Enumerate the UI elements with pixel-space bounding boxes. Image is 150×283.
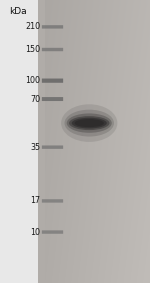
FancyBboxPatch shape bbox=[42, 97, 63, 101]
Ellipse shape bbox=[64, 110, 114, 137]
Text: 100: 100 bbox=[26, 76, 40, 85]
Ellipse shape bbox=[72, 118, 107, 128]
Text: 35: 35 bbox=[30, 143, 40, 152]
Ellipse shape bbox=[75, 119, 104, 127]
FancyBboxPatch shape bbox=[42, 230, 63, 234]
FancyBboxPatch shape bbox=[42, 78, 63, 83]
Text: 10: 10 bbox=[30, 228, 40, 237]
FancyBboxPatch shape bbox=[42, 145, 63, 149]
Ellipse shape bbox=[67, 113, 112, 133]
Ellipse shape bbox=[61, 104, 117, 142]
Bar bbox=[38, 0, 45, 283]
Text: kDa: kDa bbox=[9, 7, 27, 16]
Text: 17: 17 bbox=[30, 196, 40, 205]
Ellipse shape bbox=[69, 116, 110, 130]
Text: 150: 150 bbox=[25, 45, 40, 54]
Text: 70: 70 bbox=[30, 95, 40, 104]
FancyBboxPatch shape bbox=[42, 199, 63, 203]
FancyBboxPatch shape bbox=[42, 48, 63, 51]
FancyBboxPatch shape bbox=[42, 25, 63, 29]
Text: 210: 210 bbox=[25, 22, 40, 31]
